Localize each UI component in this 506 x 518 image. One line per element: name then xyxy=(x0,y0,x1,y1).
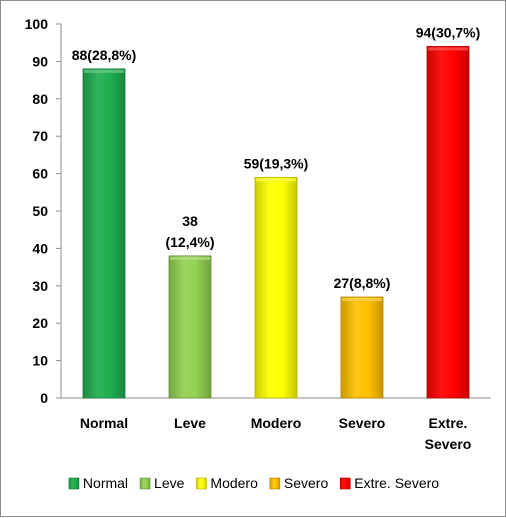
y-tick-label: 10 xyxy=(32,353,48,369)
legend-label: Leve xyxy=(154,475,185,491)
legend-item: Normal xyxy=(68,475,128,491)
legend-marker xyxy=(339,477,351,490)
y-tick-label: 70 xyxy=(32,128,48,144)
legend-item: Severo xyxy=(269,475,329,491)
bar-top-highlight xyxy=(170,256,210,260)
y-tick-label: 30 xyxy=(32,278,48,294)
legend-label: Severo xyxy=(284,475,329,491)
x-tick-label: Severo xyxy=(339,415,386,431)
data-label: 38 xyxy=(182,213,198,229)
y-tick-label: 90 xyxy=(32,53,48,69)
legend-marker xyxy=(139,477,151,490)
x-tick-label: Modero xyxy=(251,415,302,431)
legend-label: Modero xyxy=(210,475,258,491)
data-label: 27(8,8%) xyxy=(334,275,391,291)
y-tick-label: 40 xyxy=(32,240,48,256)
legend-label: Normal xyxy=(83,475,128,491)
bar-extre-severo xyxy=(426,46,470,399)
bar-modero xyxy=(254,176,298,399)
legend-item: Modero xyxy=(196,475,258,491)
bar-top-highlight xyxy=(342,298,382,302)
legend-marker xyxy=(68,477,80,490)
legend-marker xyxy=(196,477,207,490)
y-tick-label: 60 xyxy=(32,166,48,182)
x-tick-label: Leve xyxy=(174,415,206,431)
bar-top-highlight xyxy=(84,69,124,73)
x-tick-label: Severo xyxy=(425,436,472,452)
legend-item: Leve xyxy=(139,475,185,491)
data-label: 88(28,8%) xyxy=(72,47,137,63)
y-tick-label: 50 xyxy=(32,203,48,219)
y-tick-label: 20 xyxy=(32,315,48,331)
bar-normal xyxy=(82,68,126,399)
data-label: 94(30,7%) xyxy=(416,24,481,40)
bar-leve xyxy=(168,255,212,399)
bar-top-highlight xyxy=(428,47,468,51)
legend-label: Extre. Severo xyxy=(354,475,439,491)
y-tick-label: 0 xyxy=(40,390,48,406)
legend-marker xyxy=(269,477,281,490)
bar-severo xyxy=(340,296,384,399)
y-tick-label: 80 xyxy=(32,91,48,107)
x-tick-label: Extre. xyxy=(429,415,468,431)
bar-top-highlight xyxy=(256,178,296,182)
y-tick-label: 100 xyxy=(25,16,49,32)
data-label: 59(19,3%) xyxy=(244,155,309,171)
legend-item: Extre. Severo xyxy=(339,475,439,491)
x-tick-label: Normal xyxy=(80,415,128,431)
data-label: (12,4%) xyxy=(165,234,214,250)
